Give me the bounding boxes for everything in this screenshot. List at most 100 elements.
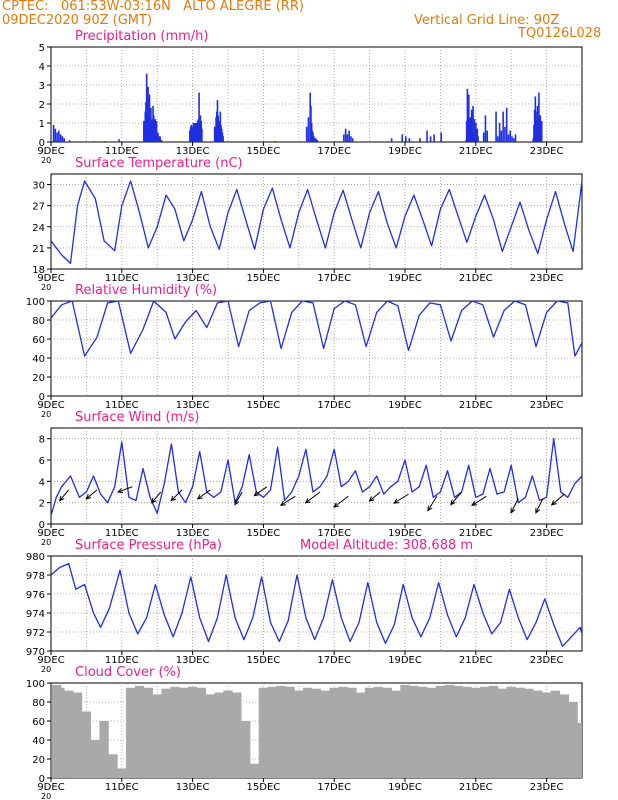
- x-tick-label: 21DEC: [459, 528, 493, 539]
- precip-bar: [429, 136, 432, 142]
- cloud-bar: [143, 687, 154, 778]
- x-year-label: 20: [41, 410, 51, 419]
- precip-bar: [160, 140, 163, 142]
- y-tick-label: 80: [32, 698, 45, 709]
- panel-title: Surface Wind (m/s): [75, 410, 199, 425]
- wind-arrow-head: [550, 500, 557, 506]
- precip-bar: [426, 130, 428, 142]
- x-tick-label: 17DEC: [317, 528, 351, 539]
- x-tick-label: 15DEC: [247, 146, 281, 157]
- wind-arrow-head: [393, 498, 400, 504]
- precip-bar: [56, 132, 58, 142]
- panel-frame: [50, 300, 583, 397]
- cloud-bar: [541, 692, 552, 778]
- x-tick-label: 17DEC: [317, 273, 351, 284]
- precip-bar: [507, 134, 510, 142]
- precip-bar: [484, 115, 487, 142]
- cloud-bar: [356, 692, 366, 778]
- precip-bar: [307, 117, 310, 142]
- wind-arrow: [369, 491, 381, 502]
- precip-bar: [440, 132, 442, 142]
- cloud-bar: [391, 690, 401, 778]
- wind-arrow: [254, 486, 268, 497]
- cloud-bar: [550, 690, 561, 778]
- y-tick-label: 974: [26, 609, 45, 620]
- precip-bar: [486, 130, 489, 142]
- precip-bar: [159, 136, 161, 142]
- x-tick-label: 11DEC: [105, 782, 139, 793]
- x-tick-label: 13DEC: [176, 146, 210, 157]
- cloud-bar: [471, 687, 481, 778]
- cloud-bar: [338, 686, 348, 778]
- x-tick-label: 21DEC: [459, 146, 493, 157]
- y-tick-label: 4: [39, 477, 45, 488]
- panel-2: 0 20 40 60 80 100 9DEC 11DEC 13DEC 15DEC 17DEC 19DE…: [26, 283, 583, 419]
- wind-arrow-head: [196, 494, 203, 500]
- cloud-bar: [418, 686, 428, 778]
- panel-4: 970 972 974 976 978 980 9DEC 11DEC 13DEC 15DEC 17D…: [26, 538, 583, 674]
- y-tick-label: 0: [39, 520, 45, 531]
- cloud-bar: [81, 711, 92, 778]
- precip-bar: [433, 134, 435, 142]
- x-tick-label: 17DEC: [317, 782, 351, 793]
- cloud-bar: [488, 685, 499, 778]
- x-tick-label: 23DEC: [530, 400, 564, 411]
- cloud-bar: [444, 684, 454, 778]
- chart-header: CPTEC: 061:53W-03:16N ALTO ALEGRE (RR) 0…: [0, 0, 618, 44]
- y-tick-label: 8: [39, 435, 45, 446]
- y-tick-label: 100: [26, 679, 45, 690]
- cloud-bar: [267, 686, 277, 778]
- x-tick-label: 23DEC: [530, 273, 564, 284]
- wind-arrow: [427, 496, 438, 511]
- x-year-label: 20: [41, 792, 51, 800]
- precip-bar: [401, 134, 404, 142]
- precip-bar: [504, 126, 506, 142]
- precip-bar: [350, 136, 352, 142]
- precip-bar: [390, 138, 393, 142]
- x-tick-label: 17DEC: [317, 400, 351, 411]
- cloud-bar: [108, 754, 118, 778]
- series-line: [50, 562, 583, 647]
- y-tick-label: 978: [26, 571, 45, 582]
- precip-bar: [104, 141, 106, 142]
- panel-1: 18 21 24 27 30 9DEC 11DEC 13DEC 15DEC 17DEC 19DEC 2…: [32, 156, 583, 292]
- wind-arrow-head: [279, 500, 286, 506]
- cloud-bar: [170, 686, 180, 778]
- y-tick-label: 976: [26, 590, 45, 601]
- x-tick-label: 11DEC: [105, 655, 139, 666]
- cloud-bar: [453, 685, 463, 778]
- cloud-bar: [187, 686, 198, 778]
- x-tick-label: 21DEC: [459, 273, 493, 284]
- precip-bar: [497, 136, 499, 142]
- cloud-bar: [249, 763, 260, 778]
- precip-bar: [514, 134, 517, 142]
- cloud-bar: [382, 687, 392, 778]
- wind-arrow-head: [116, 488, 124, 494]
- precip-bar: [469, 117, 472, 142]
- series-line: [50, 180, 583, 265]
- x-tick-label: 13DEC: [176, 273, 210, 284]
- cloud-bar: [479, 686, 490, 778]
- precip-bar: [155, 121, 158, 142]
- precip-bar: [500, 130, 503, 142]
- cloud-bar: [311, 688, 322, 778]
- x-tick-label: 15DEC: [247, 655, 281, 666]
- cloud-bar: [320, 690, 331, 778]
- cloud-bar: [258, 687, 269, 778]
- y-tick-label: 21: [32, 244, 45, 255]
- precip-bar: [505, 107, 508, 142]
- precip-bar: [59, 134, 62, 142]
- cloud-bar: [577, 722, 582, 778]
- y-tick-label: 0: [39, 392, 45, 403]
- precip-bar: [405, 136, 407, 142]
- precip-bar: [511, 136, 513, 142]
- run-timestamp: 09DEC2020 90Z (GMT): [2, 13, 153, 28]
- cloud-bar: [515, 687, 525, 778]
- precip-bar: [346, 134, 349, 142]
- y-tick-label: 5: [39, 43, 45, 54]
- model-altitude-label: Model Altitude: 308.688 m: [300, 538, 473, 553]
- wind-arrow-head: [234, 499, 240, 506]
- precip-bar: [118, 139, 120, 142]
- x-tick-label: 15DEC: [247, 400, 281, 411]
- x-tick-label: 11DEC: [105, 528, 139, 539]
